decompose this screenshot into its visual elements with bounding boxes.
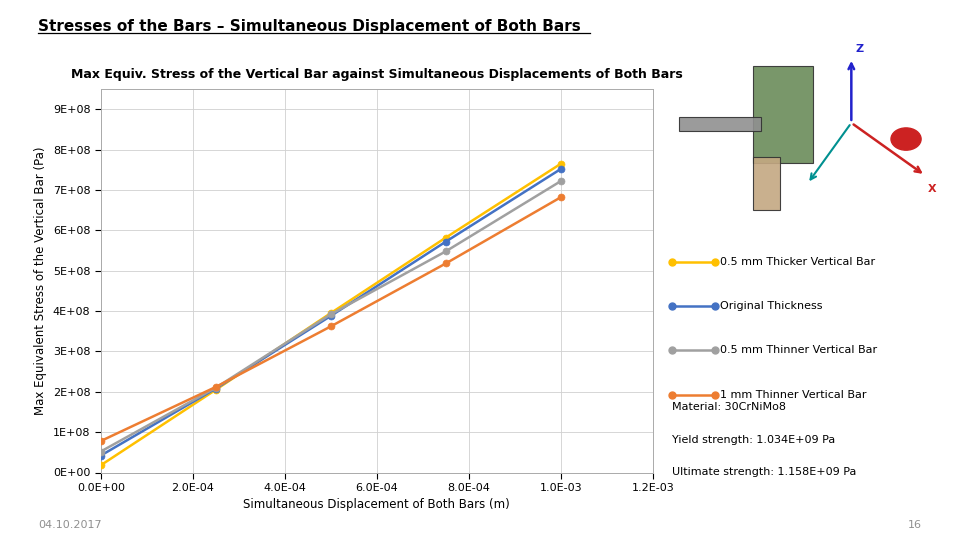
Text: 04.10.2017: 04.10.2017 [38, 520, 102, 530]
Text: Z: Z [855, 44, 864, 54]
Bar [753, 157, 780, 210]
Text: Original Thickness: Original Thickness [720, 301, 823, 311]
Text: Ultimate strength: 1.158E+09 Pa: Ultimate strength: 1.158E+09 Pa [672, 467, 856, 477]
Text: 0.5 mm Thicker Vertical Bar: 0.5 mm Thicker Vertical Bar [720, 257, 876, 267]
Y-axis label: Max Equivalent Stress of the Vertical Bar (Pa): Max Equivalent Stress of the Vertical Ba… [35, 146, 47, 415]
Text: Material: 30CrNiMo8: Material: 30CrNiMo8 [672, 402, 786, 413]
Text: 16: 16 [907, 520, 922, 530]
X-axis label: Simultaneous Displacement of Both Bars (m): Simultaneous Displacement of Both Bars (… [244, 498, 510, 511]
Bar [753, 66, 813, 163]
Text: Yield strength: 1.034E+09 Pa: Yield strength: 1.034E+09 Pa [672, 435, 835, 445]
Text: 0.5 mm Thinner Vertical Bar: 0.5 mm Thinner Vertical Bar [720, 346, 877, 355]
Text: Stresses of the Bars – Simultaneous Displacement of Both Bars: Stresses of the Bars – Simultaneous Disp… [38, 19, 581, 34]
Bar [679, 117, 761, 131]
Text: X: X [928, 184, 937, 194]
Circle shape [891, 128, 921, 150]
Title: Max Equiv. Stress of the Vertical Bar against Simultaneous Displacements of Both: Max Equiv. Stress of the Vertical Bar ag… [71, 68, 683, 81]
Text: 1 mm Thinner Vertical Bar: 1 mm Thinner Vertical Bar [720, 390, 867, 400]
